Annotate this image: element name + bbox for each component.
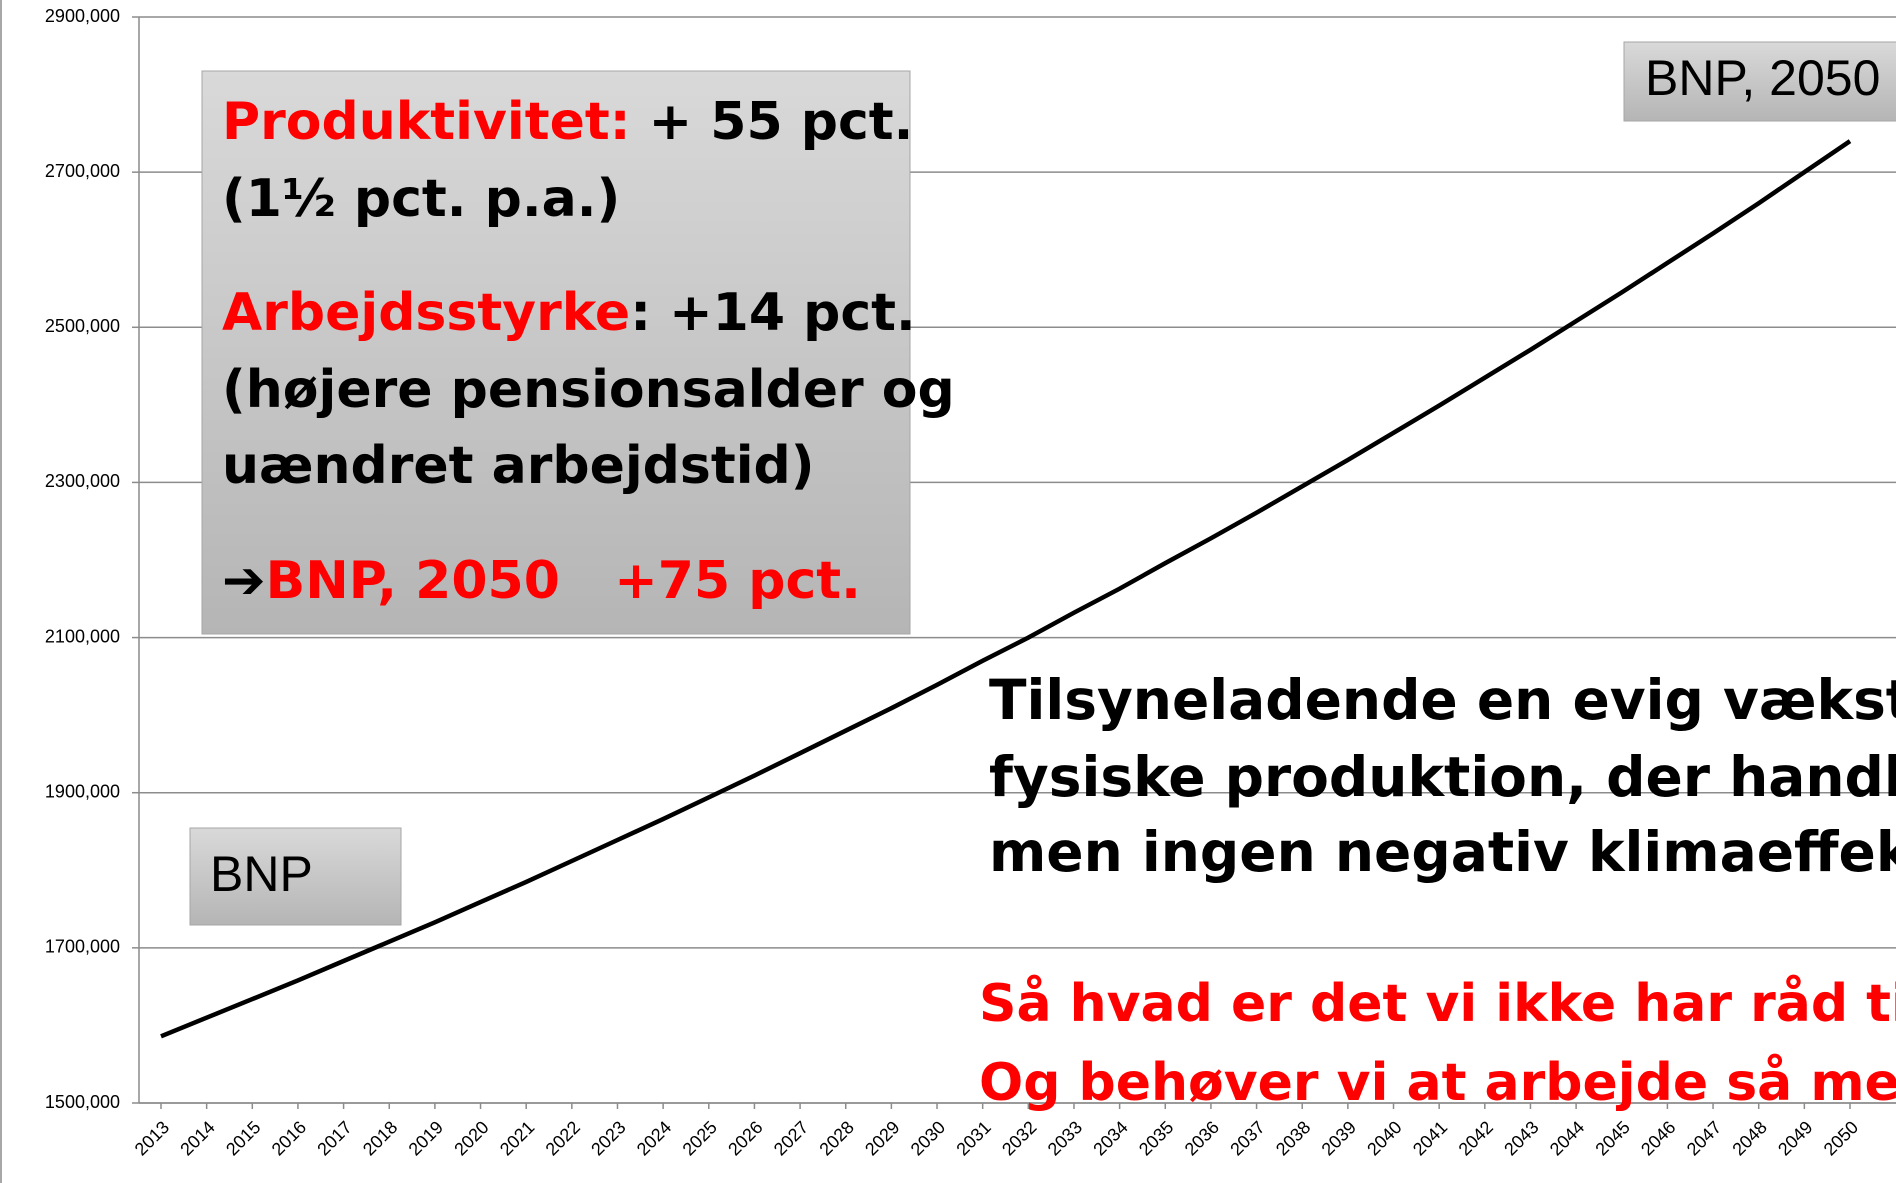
x-tick-label: 2016: [268, 1117, 310, 1159]
start-label: BNP: [210, 846, 313, 902]
x-tick-label: 2017: [313, 1117, 355, 1159]
y-tick-label: 2500,000: [45, 316, 120, 336]
x-tick-label: 2039: [1318, 1117, 1360, 1159]
statement-line: Tilsyneladende en evig vækst i den: [989, 668, 1896, 732]
info-segment: (højere pensionsalder og: [222, 360, 955, 420]
start-label-box: [189, 827, 402, 926]
x-tick-label: 2050: [1820, 1117, 1862, 1159]
y-tick-label: 2700,000: [45, 161, 120, 181]
x-tick-label: 2014: [176, 1117, 218, 1159]
x-tick-label: 2022: [542, 1117, 584, 1159]
info-segment: Produktivitet:: [222, 92, 630, 152]
x-tick-label: 2021: [496, 1117, 538, 1159]
x-tick-label: 2033: [1044, 1117, 1086, 1159]
x-tick-label: 2019: [405, 1117, 447, 1159]
x-tick-label: 2040: [1363, 1117, 1405, 1159]
x-tick-label: 2013: [131, 1117, 173, 1159]
info-line: Arbejdsstyrke: +14 pct.: [222, 283, 916, 343]
x-tick-label: 2026: [724, 1117, 766, 1159]
statement-line: fysiske produktion, der handles,: [989, 745, 1896, 809]
question-line: Og behøver vi at arbejde så meget?: [979, 1053, 1896, 1113]
x-tick-label: 2034: [1089, 1117, 1131, 1159]
x-tick-label: 2024: [633, 1117, 675, 1159]
x-tick-label: 2029: [861, 1117, 903, 1159]
info-segment: uændret arbejdstid): [222, 436, 815, 496]
info-line: ➔BNP, 2050 +75 pct.: [222, 551, 861, 611]
data-line: [160, 139, 1852, 1039]
x-tick-label: 2025: [679, 1117, 721, 1159]
y-tick-label: 2900,000: [45, 6, 120, 26]
x-tick-label: 2038: [1272, 1117, 1314, 1159]
x-tick-label: 2028: [815, 1117, 857, 1159]
x-tick-label: 2047: [1683, 1117, 1725, 1159]
y-tick-label: 1500,000: [45, 1092, 120, 1112]
x-tick-label: 2044: [1546, 1117, 1588, 1159]
x-tick-label: 2048: [1728, 1117, 1770, 1159]
statement-line: men ingen negativ klimaeffekt: [989, 820, 1896, 884]
x-tick-label: 2023: [587, 1117, 629, 1159]
info-segment: ➔: [222, 551, 266, 611]
x-tick-label: 2031: [952, 1117, 994, 1159]
x-tick-label: 2042: [1455, 1117, 1497, 1159]
y-tick-label: 1900,000: [45, 781, 120, 801]
info-segment: (1½ pct. p.a.): [222, 169, 620, 229]
info-segment: Arbejdsstyrke: [222, 283, 630, 343]
info-segment: : +14 pct.: [630, 283, 916, 343]
x-tick-label: 2027: [770, 1117, 812, 1159]
question-line: Så hvad er det vi ikke har råd til?: [979, 974, 1896, 1034]
y-tick-label: 2100,000: [45, 626, 120, 646]
x-tick-label: 2036: [1181, 1117, 1223, 1159]
info-line: (1½ pct. p.a.): [222, 169, 620, 229]
info-box: [201, 70, 911, 635]
x-tick-label: 2041: [1409, 1117, 1451, 1159]
info-segment: BNP, 2050 +75 pct.: [266, 551, 861, 611]
info-line: Produktivitet: + 55 pct.: [222, 92, 913, 152]
x-tick-label: 2035: [1135, 1117, 1177, 1159]
end-label: BNP, 2050: [1645, 50, 1880, 106]
y-tick-label: 1700,000: [45, 937, 120, 957]
x-tick-label: 2049: [1774, 1117, 1816, 1159]
x-tick-label: 2045: [1591, 1117, 1633, 1159]
x-tick-label: 2037: [1226, 1117, 1268, 1159]
info-line: (højere pensionsalder og: [222, 360, 955, 420]
x-tick-label: 2032: [998, 1117, 1040, 1159]
info-segment: + 55 pct.: [630, 92, 913, 152]
info-line: uændret arbejdstid): [222, 436, 815, 496]
x-tick-label: 2030: [907, 1117, 949, 1159]
x-tick-label: 2020: [450, 1117, 492, 1159]
x-tick-label: 2043: [1500, 1117, 1542, 1159]
x-tick-label: 2046: [1637, 1117, 1679, 1159]
x-tick-label: 2015: [222, 1117, 264, 1159]
y-tick-label: 2300,000: [45, 471, 120, 491]
x-tick-label: 2018: [359, 1117, 401, 1159]
end-label-box: [1623, 41, 1896, 122]
